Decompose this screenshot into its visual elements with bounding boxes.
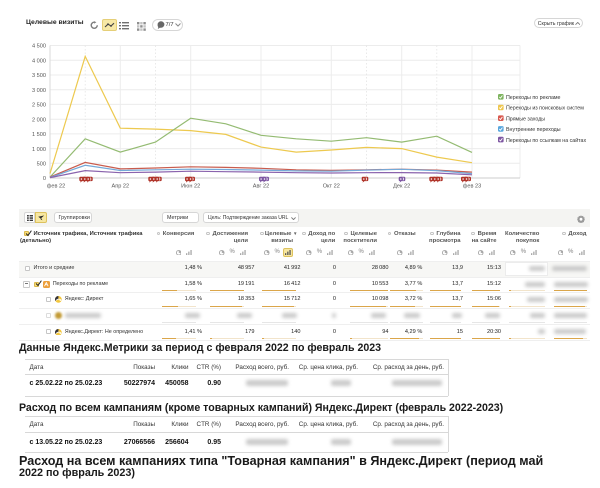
svg-text:Авг 22: Авг 22: [253, 184, 270, 190]
svg-text:0: 0: [43, 176, 46, 182]
svg-text:3 000: 3 000: [32, 88, 46, 94]
svg-text:Прямые заходы: Прямые заходы: [506, 116, 545, 122]
svg-text:2 500: 2 500: [32, 103, 46, 109]
svg-text:Апр 22: Апр 22: [111, 184, 129, 190]
svg-text:1 500: 1 500: [32, 132, 46, 138]
svg-text:2 000: 2 000: [32, 117, 46, 123]
svg-text:Июн 22: Июн 22: [181, 184, 200, 190]
svg-text:Переходы по ссылкам на сайтах: Переходы по ссылкам на сайтах: [506, 137, 586, 144]
svg-text:фев 23: фев 23: [463, 184, 481, 190]
svg-text:Переходы по рекламе: Переходы по рекламе: [506, 95, 561, 101]
svg-text:Дек 22: Дек 22: [393, 184, 410, 190]
svg-text:фев 22: фев 22: [47, 184, 65, 190]
svg-text:3 500: 3 500: [32, 73, 46, 79]
svg-text:Переходы из поисковых систем: Переходы из поисковых систем: [506, 106, 584, 112]
svg-text:Внутренние переходы: Внутренние переходы: [506, 127, 561, 133]
svg-text:1 000: 1 000: [32, 147, 46, 153]
svg-text:Окт 22: Окт 22: [323, 184, 340, 190]
svg-text:500: 500: [37, 162, 46, 168]
svg-text:4 500: 4 500: [32, 44, 46, 50]
svg-text:4 000: 4 000: [32, 58, 46, 64]
